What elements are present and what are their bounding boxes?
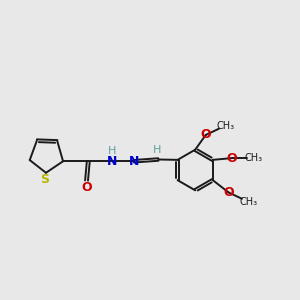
Text: CH₃: CH₃ xyxy=(244,153,262,163)
Text: O: O xyxy=(81,181,92,194)
Text: N: N xyxy=(107,155,117,168)
Text: H: H xyxy=(152,145,161,155)
Text: O: O xyxy=(227,152,237,165)
Text: O: O xyxy=(223,186,234,199)
Text: CH₃: CH₃ xyxy=(216,121,234,131)
Text: S: S xyxy=(40,172,49,186)
Text: H: H xyxy=(108,146,116,156)
Text: O: O xyxy=(200,128,211,142)
Text: CH₃: CH₃ xyxy=(239,196,257,207)
Text: N: N xyxy=(129,155,139,168)
